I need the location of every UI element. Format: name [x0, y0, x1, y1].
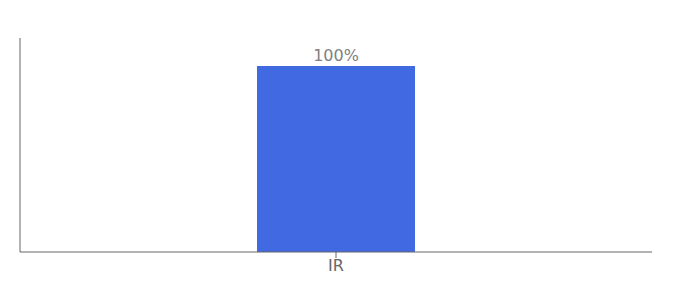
svg-text:IR: IR	[328, 256, 344, 275]
svg-text:100%: 100%	[313, 46, 359, 65]
